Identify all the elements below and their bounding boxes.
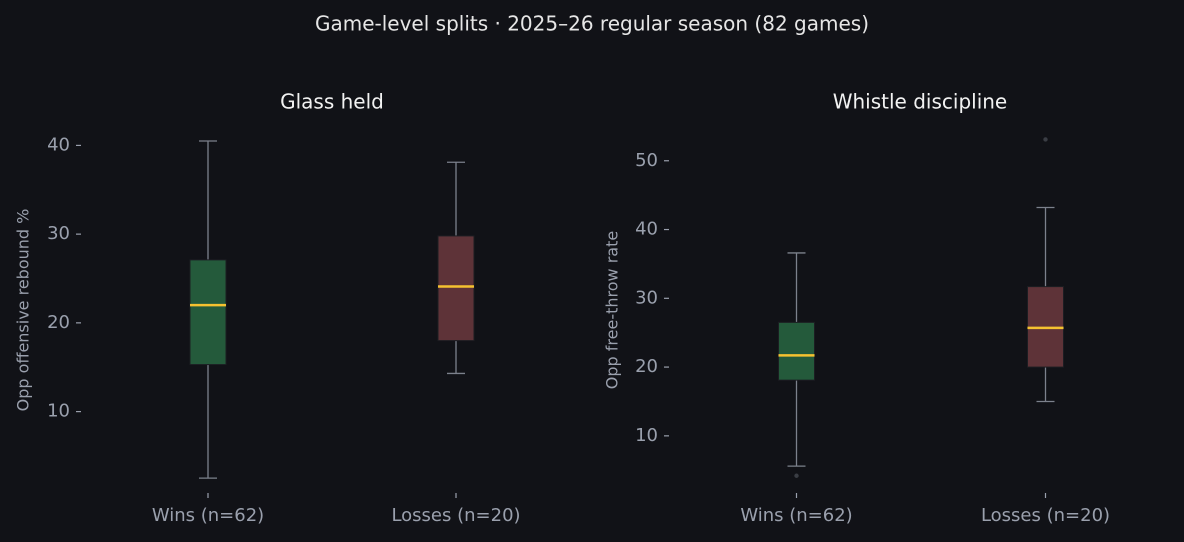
box [778, 321, 815, 381]
y-tick-label: 30 [47, 223, 70, 244]
y-tick-label: 20 [635, 356, 658, 377]
y-tick-label: 20 [47, 312, 70, 333]
subplot-title: Glass held [280, 90, 384, 114]
y-axis-label: Opp free-throw rate [603, 231, 622, 389]
box [189, 259, 227, 366]
y-tick-label: 10 [635, 425, 658, 446]
x-tick-label: Losses (n=20) [981, 505, 1110, 526]
flier [1043, 137, 1048, 142]
subplot-title: Whistle discipline [833, 90, 1008, 114]
x-tick-label: Wins (n=62) [740, 505, 852, 526]
y-tick-label: 40 [635, 219, 658, 240]
x-tick-label: Wins (n=62) [152, 505, 264, 526]
y-tick-label: 40 [47, 134, 70, 155]
flier [794, 473, 799, 478]
y-axis-label: Opp offensive rebound % [14, 209, 33, 412]
y-tick-label: 10 [47, 401, 70, 422]
figure-title: Game-level splits · 2025–26 regular seas… [315, 12, 869, 36]
x-tick-label: Losses (n=20) [391, 505, 520, 526]
y-tick-label: 50 [635, 150, 658, 171]
y-tick-label: 30 [635, 287, 658, 308]
box [437, 235, 475, 342]
